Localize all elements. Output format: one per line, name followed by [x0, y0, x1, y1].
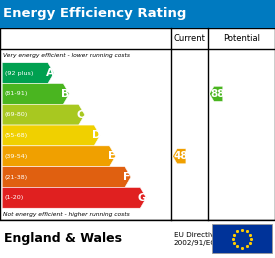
- Text: (92 plus): (92 plus): [5, 71, 33, 76]
- Text: (1-20): (1-20): [5, 195, 24, 200]
- Polygon shape: [2, 146, 116, 167]
- Bar: [0, 220, 275, 258]
- Polygon shape: [173, 149, 186, 164]
- Text: A: A: [46, 68, 54, 78]
- Text: C: C: [77, 110, 85, 120]
- Text: B: B: [61, 89, 70, 99]
- Text: (55-68): (55-68): [5, 133, 28, 138]
- Text: 88: 88: [210, 89, 225, 99]
- Text: (21-38): (21-38): [5, 174, 28, 180]
- Text: (69-80): (69-80): [5, 112, 28, 117]
- Text: Potential: Potential: [223, 34, 260, 43]
- Text: 48: 48: [173, 151, 188, 161]
- Text: (39-54): (39-54): [5, 154, 28, 159]
- Polygon shape: [2, 125, 100, 146]
- Polygon shape: [2, 167, 131, 187]
- Bar: [212, 224, 272, 253]
- Text: D: D: [92, 131, 101, 140]
- Text: EU Directive
2002/91/EC: EU Directive 2002/91/EC: [174, 232, 219, 246]
- Text: Not energy efficient - higher running costs: Not energy efficient - higher running co…: [3, 212, 130, 216]
- Text: Current: Current: [174, 34, 205, 43]
- Text: (81-91): (81-91): [5, 91, 28, 96]
- Polygon shape: [210, 86, 223, 101]
- Text: Energy Efficiency Rating: Energy Efficiency Rating: [3, 7, 187, 20]
- Text: E: E: [108, 151, 115, 161]
- Text: England & Wales: England & Wales: [4, 232, 122, 245]
- Polygon shape: [2, 187, 146, 208]
- Text: Very energy efficient - lower running costs: Very energy efficient - lower running co…: [3, 53, 130, 58]
- Polygon shape: [2, 84, 69, 104]
- Bar: [0, 28, 275, 220]
- Text: F: F: [123, 172, 131, 182]
- Text: G: G: [138, 193, 147, 203]
- Polygon shape: [2, 104, 85, 125]
- Bar: [0, 0, 275, 28]
- Polygon shape: [2, 63, 54, 84]
